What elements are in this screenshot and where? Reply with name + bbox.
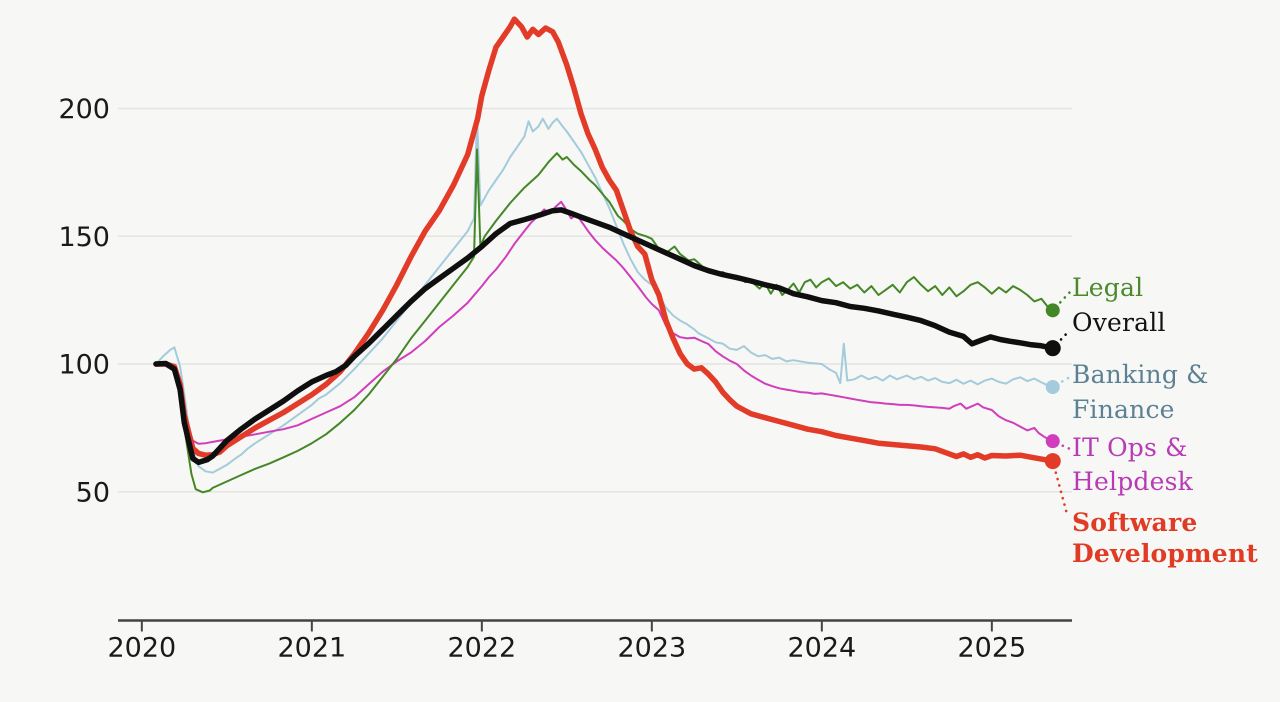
series-label-banking-finance: Banking & Finance [1072,360,1209,424]
series-end-dot-software [1044,453,1061,470]
y-axis-tick-label: 50 [76,477,110,508]
series-label-software-development: Software Development [1072,508,1258,568]
leader-line-legal [1058,290,1072,304]
y-axis-tick-label: 100 [58,350,110,381]
x-axis-tick-label: 2024 [787,633,856,664]
x-axis-tick-label: 2020 [107,633,176,664]
y-axis-tick-label: 150 [58,222,110,253]
leader-line-overall [1059,328,1072,341]
series-label-it-ops-helpdesk: IT Ops & Helpdesk [1072,433,1193,496]
series-line-software [153,16,1056,464]
series-line-legal [155,148,1054,494]
leader-line-software [1054,471,1069,516]
y-axis-tick-label: 200 [58,94,110,125]
series-line-overall [153,207,1056,466]
series-end-dot-banking [1045,379,1060,394]
x-axis-tick-label: 2022 [447,633,516,664]
series-end-dot-overall [1044,340,1061,357]
x-axis-tick-label: 2023 [617,633,686,664]
series-line-banking [155,116,1054,474]
series-end-dot-legal [1045,303,1060,318]
series-label-legal: Legal [1072,273,1144,302]
x-axis-tick-label: 2025 [957,633,1026,664]
series-line-itops [155,200,1054,445]
leader-line-itops [1061,444,1072,451]
series-label-overall: Overall [1072,308,1166,337]
x-axis-tick-label: 2021 [277,633,346,664]
leader-line-banking [1060,375,1072,383]
series-end-dot-itops [1045,434,1060,449]
